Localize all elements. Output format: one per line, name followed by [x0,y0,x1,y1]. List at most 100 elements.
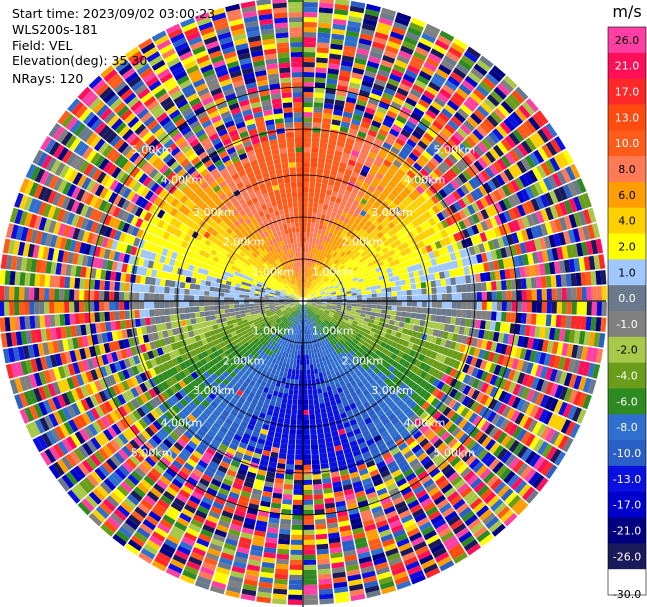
radar-gate [335,371,341,378]
radar-gate [387,357,395,365]
radar-gate [500,155,512,168]
radar-gate [491,65,506,79]
radar-gate [536,423,547,438]
radar-gate [312,310,318,315]
radar-gate [448,269,455,278]
radar-gate [288,388,294,395]
radar-gate [303,594,318,600]
radar-gate [485,384,494,396]
radar-gate [433,494,446,506]
radar-gate [349,313,356,318]
radar-gate [437,248,445,257]
radar-gate [329,261,334,267]
radar-gate [317,393,324,399]
radar-gate [524,325,531,337]
radar-gate [360,287,367,292]
radar-gate [434,551,450,563]
radar-gate [443,142,454,153]
radar-gate [438,527,452,538]
radar-gate [501,280,507,291]
radar-gate [449,388,458,399]
radar-gate [479,508,493,522]
radar-gate [360,396,368,404]
radar-gate [299,374,303,380]
radar-gate [373,115,384,124]
radar-gate [540,366,549,379]
radar-gate [379,401,388,410]
radar-gate [477,433,488,445]
radar-gate [435,456,446,467]
radar-gate [469,442,481,454]
radar-gate [520,313,527,324]
radar-gate [345,382,353,390]
radar-gate [356,157,366,165]
radar-gate [380,313,386,319]
radar-gate [317,319,322,325]
radar-gate [386,388,394,397]
radar-gate [504,437,516,450]
radar-gate [306,288,310,293]
radar-gate [440,160,451,171]
radar-gate [343,217,350,224]
radar-gate [308,278,312,284]
radar-gate [387,213,395,222]
radar-gate [437,556,452,568]
radar-gate [451,293,457,301]
radar-gate [386,40,401,50]
radar-gate [322,118,332,125]
radar-gate [323,108,333,115]
radar-gate [326,149,335,156]
radar-gate [371,430,380,438]
radar-gate [480,101,493,114]
radar-gate [303,379,308,385]
radar-gate [334,330,340,336]
radar-gate [338,130,348,138]
radar-gate [429,321,436,329]
radar-gate [321,340,326,346]
radar-gate [540,162,552,176]
radar-gate [388,346,396,353]
radar-gate [389,392,398,401]
radar-gate [595,317,602,332]
radar-gate [416,420,426,430]
radar-gate [340,309,346,313]
radar-gate [488,426,499,438]
radar-gate [428,538,442,550]
radar-gate [470,401,480,412]
radar-gate [550,314,557,327]
radar-gate [403,377,412,386]
radar-gate [317,244,322,250]
radar-gate [408,192,418,201]
radar-gate [395,285,402,291]
radar-gate [327,364,333,370]
radar-gate [422,478,435,489]
radar-gate [371,88,383,97]
radar-gate [327,330,333,336]
radar-gate [465,237,474,247]
radar-gate [492,400,503,413]
radar-gate [312,328,316,334]
radar-gate [384,114,396,124]
radar-gate [485,206,494,218]
radar-gate [328,395,335,402]
radar-gate [478,263,485,273]
radar-gate [469,163,480,175]
radar-gate [479,232,488,243]
radar-gate [385,184,394,193]
radar-gate [365,107,376,115]
radar-gate [593,332,601,347]
radar-gate [375,519,389,529]
radar-gate [310,252,314,258]
radar-gate [353,317,360,322]
radar-gate [304,287,306,293]
radar-gate [304,292,306,298]
radar-gate [414,234,423,243]
radar-gate [397,269,404,276]
radar-gate [507,394,517,407]
radar-gate [377,426,387,435]
radar-gate [443,356,452,366]
radar-gate [496,83,511,97]
radar-gate [327,374,333,381]
radar-gate [398,321,405,328]
radar-gate [319,0,334,4]
